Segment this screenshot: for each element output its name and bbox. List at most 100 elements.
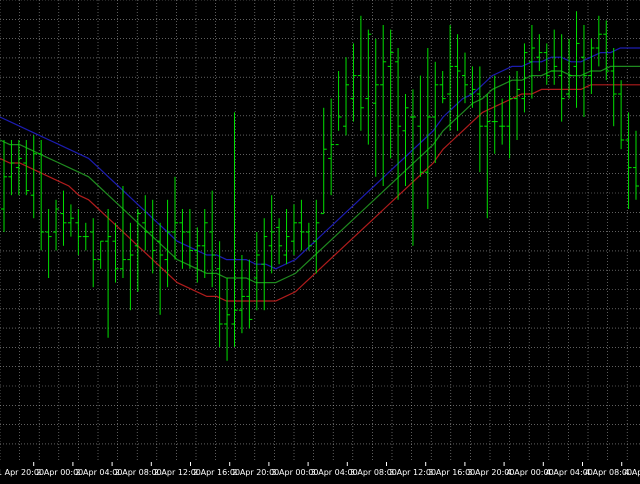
ohlc-bar-85 xyxy=(633,130,639,200)
ohlc-bar-3 xyxy=(23,140,30,196)
ohlc-bar-29 xyxy=(216,241,223,347)
ohlc-bar-74 xyxy=(551,29,558,85)
ohlc-bar-30 xyxy=(224,278,231,361)
x-tick-label-0: 1 Apr 20:00 xyxy=(0,468,44,477)
ohlc-bar-15 xyxy=(112,222,119,283)
ohlc-bar-54 xyxy=(402,94,409,186)
x-tick-label-4: 2 Apr 12:00 xyxy=(154,468,201,477)
x-tick-label-2: 2 Apr 04:00 xyxy=(75,468,122,477)
ohlc-bar-52 xyxy=(387,29,394,159)
ohlc-bar-70 xyxy=(521,43,528,113)
x-tick-label-6: 2 Apr 20:00 xyxy=(232,468,279,477)
ohlc-bar-25 xyxy=(186,209,193,269)
x-tick-label-12: 3 Apr 20:00 xyxy=(467,468,514,477)
ohlc-bar-17 xyxy=(127,222,134,311)
ohlc-bar-31 xyxy=(231,112,238,347)
x-tick-label-1: 2 Apr 00:00 xyxy=(36,468,83,477)
x-tick-label-10: 3 Apr 12:00 xyxy=(389,468,436,477)
ohlc-bar-58 xyxy=(432,61,439,163)
ohlc-bar-78 xyxy=(580,25,587,117)
ohlc-bar-65 xyxy=(484,94,491,219)
ohlc-bar-28 xyxy=(209,190,216,288)
ohlc-bar-11 xyxy=(82,222,89,251)
ohlc-bar-76 xyxy=(566,38,573,99)
grid xyxy=(0,0,640,462)
ohlc-bar-81 xyxy=(603,20,610,81)
ohlc-bar-20 xyxy=(149,199,156,274)
ohlc-bar-8 xyxy=(60,190,67,246)
x-tick-label-7: 3 Apr 00:00 xyxy=(271,468,318,477)
ohlc-bar-43 xyxy=(320,107,327,215)
ohlc-bar-66 xyxy=(491,75,498,154)
ohlc-bar-62 xyxy=(461,52,468,104)
ohlc-bar-1 xyxy=(8,140,15,196)
moving-average-line-1 xyxy=(0,65,640,284)
x-tick-label-16: 4 Apr 12:00 xyxy=(624,468,640,477)
ohlc-bar-41 xyxy=(305,222,312,251)
ohlc-bar-35 xyxy=(261,218,268,311)
ohlc-bar-19 xyxy=(142,195,149,251)
ohlc-bar-79 xyxy=(588,38,595,94)
ohlc-bar-42 xyxy=(313,199,320,274)
ohlc-bar-68 xyxy=(506,75,513,159)
ohlc-bar-49 xyxy=(365,29,372,145)
x-tick-label-9: 3 Apr 08:00 xyxy=(350,468,397,477)
x-tick-label-8: 3 Apr 04:00 xyxy=(311,468,358,477)
ohlc-bar-38 xyxy=(283,209,290,265)
ohlc-bar-34 xyxy=(253,232,260,311)
ohlc-bar-24 xyxy=(179,209,186,269)
ohlc-bar-47 xyxy=(350,43,357,122)
ohlc-bar-55 xyxy=(409,89,416,246)
ohlc-bar-40 xyxy=(298,199,305,251)
x-tick-label-11: 3 Apr 16:00 xyxy=(428,468,475,477)
ohlc-bar-18 xyxy=(134,209,141,292)
ohlc-bar-0 xyxy=(1,140,7,232)
ohlc-bar-51 xyxy=(380,25,387,186)
ohlc-bar-13 xyxy=(97,240,104,269)
ohlc-bar-21 xyxy=(157,222,164,315)
ohlc-bar-75 xyxy=(558,34,565,122)
ohlc-bar-72 xyxy=(536,34,543,71)
ohlc-bar-12 xyxy=(90,218,97,288)
ohlc-bar-69 xyxy=(514,71,521,140)
ohlc-bar-4 xyxy=(30,135,37,219)
ohlc-bar-50 xyxy=(372,38,379,177)
ohlc-bar-84 xyxy=(625,112,632,209)
ohlc-bar-59 xyxy=(439,71,446,104)
ohlc-bar-57 xyxy=(424,48,431,209)
ohlc-bar-80 xyxy=(595,15,602,67)
ohlc-bar-6 xyxy=(45,209,52,278)
x-tick-label-5: 2 Apr 16:00 xyxy=(193,468,240,477)
ohlc-bar-23 xyxy=(172,176,179,260)
ohlc-bar-63 xyxy=(469,66,476,108)
ohlc-bars xyxy=(1,11,639,361)
ohlc-bar-5 xyxy=(38,140,45,251)
ohlc-bar-9 xyxy=(67,204,74,237)
x-tick-label-15: 4 Apr 08:00 xyxy=(585,468,632,477)
moving-average-line-2 xyxy=(0,84,640,302)
ohlc-bar-48 xyxy=(357,15,364,131)
ohlc-bar-83 xyxy=(618,80,625,150)
ohlc-bar-45 xyxy=(335,71,342,146)
ohlc-bar-16 xyxy=(119,186,126,278)
ohlc-bar-36 xyxy=(268,195,275,274)
moving-average-lines xyxy=(0,47,640,302)
moving-average-line-0 xyxy=(0,47,640,270)
x-axis-labels: 1 Apr 20:002 Apr 00:002 Apr 04:002 Apr 0… xyxy=(0,462,640,477)
ohlc-bar-46 xyxy=(343,57,350,136)
ohlc-bar-67 xyxy=(499,98,506,145)
ohlc-bar-71 xyxy=(528,25,535,99)
ohlc-bar-10 xyxy=(75,209,82,255)
ohlc-bar-39 xyxy=(290,204,297,255)
x-tick-label-13: 4 Apr 00:00 xyxy=(507,468,554,477)
ohlc-bar-37 xyxy=(276,218,283,265)
ohlc-bar-44 xyxy=(328,98,335,196)
ohlc-bar-73 xyxy=(543,43,550,85)
ohlc-bar-32 xyxy=(238,255,245,334)
ohlc-bar-56 xyxy=(417,75,424,177)
ohlc-bar-2 xyxy=(15,140,22,196)
ohlc-bar-77 xyxy=(573,11,580,108)
